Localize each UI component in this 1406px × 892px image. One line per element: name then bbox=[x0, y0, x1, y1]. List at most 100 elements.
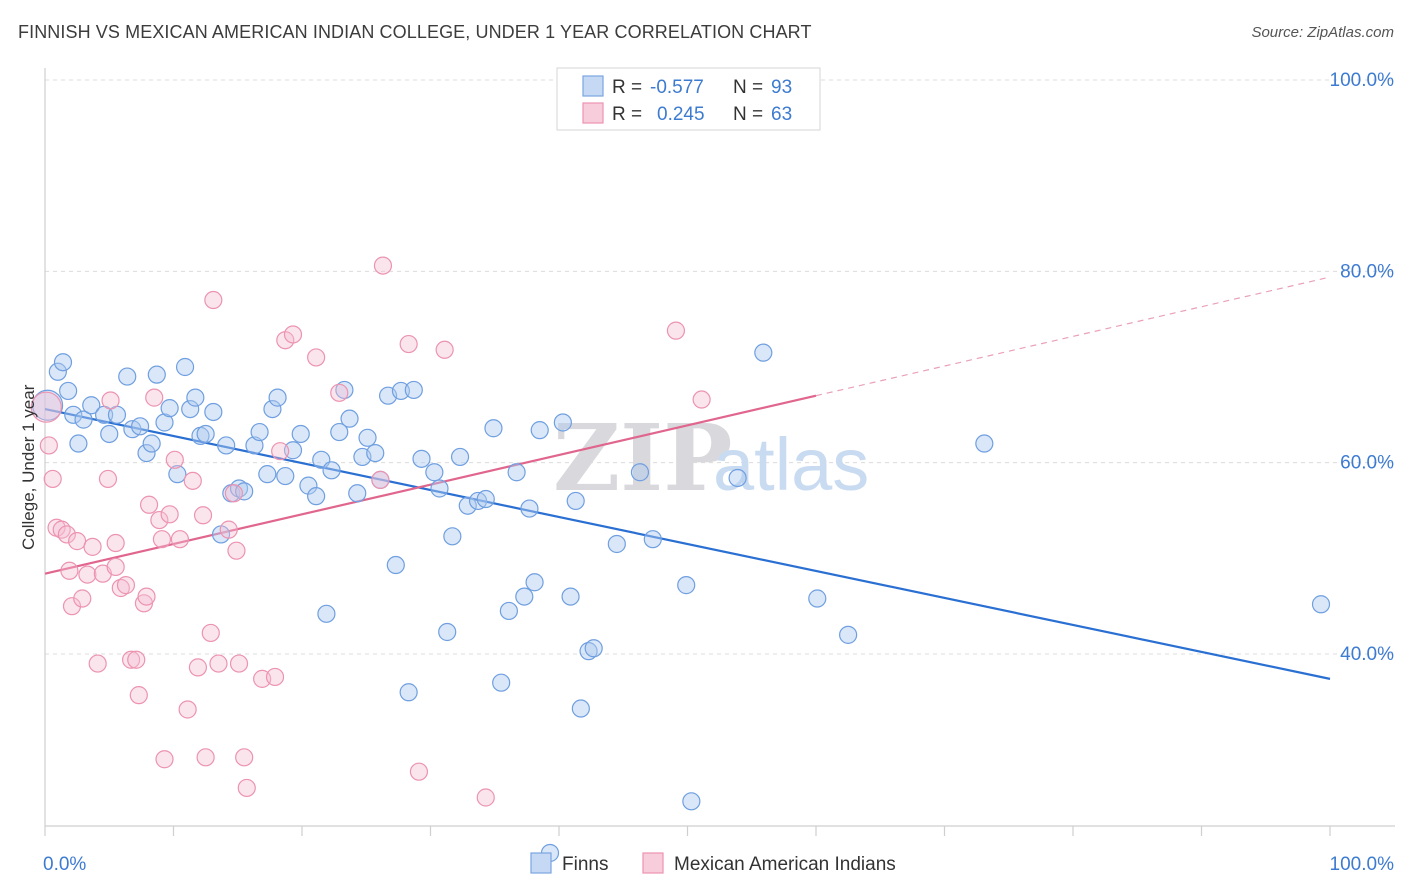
finns-point bbox=[348, 484, 367, 503]
mexican-point bbox=[692, 390, 711, 409]
finns-point bbox=[74, 410, 93, 429]
trend-line-mexican-extension bbox=[815, 276, 1331, 397]
finns-point bbox=[507, 463, 526, 482]
finns-point bbox=[186, 388, 205, 407]
mexican-point bbox=[201, 623, 220, 643]
data-points bbox=[30, 256, 1331, 863]
mexican-point bbox=[73, 589, 92, 608]
finns-point bbox=[579, 642, 598, 661]
mexican-point bbox=[88, 654, 107, 673]
y-axis-title: College, Under 1 year bbox=[19, 384, 38, 550]
mexican-point bbox=[373, 256, 393, 275]
finns-point bbox=[59, 381, 78, 401]
mexican-point bbox=[265, 667, 285, 687]
finns-point bbox=[443, 527, 462, 546]
mexican-point bbox=[101, 391, 120, 410]
mexican-point bbox=[83, 537, 102, 556]
mexican-point bbox=[106, 533, 125, 553]
mexican-point bbox=[399, 334, 418, 354]
finns-point bbox=[100, 424, 119, 444]
finns-point bbox=[677, 576, 696, 595]
finns-point bbox=[69, 434, 88, 453]
mexican-point bbox=[145, 388, 164, 407]
finns-point bbox=[48, 362, 67, 381]
finns-point bbox=[404, 380, 423, 400]
watermark-atlas: atlas bbox=[713, 423, 869, 506]
finns-point bbox=[630, 463, 650, 482]
finns-point bbox=[839, 625, 858, 644]
x-tick-label-0: 0.0% bbox=[43, 854, 86, 875]
x-tick-label-1: 100.0% bbox=[1330, 854, 1395, 875]
mexican-point bbox=[227, 541, 246, 560]
finns-point bbox=[245, 436, 264, 455]
series-mexican-points bbox=[30, 256, 711, 807]
mexican-point bbox=[409, 762, 429, 781]
mexican-point bbox=[371, 470, 390, 489]
finns-point bbox=[484, 419, 503, 438]
finns-point bbox=[175, 357, 195, 377]
mexican-point bbox=[271, 442, 290, 461]
finns-point bbox=[515, 587, 534, 606]
mexican-point bbox=[39, 436, 58, 455]
finns-point bbox=[322, 461, 341, 480]
finns-point bbox=[425, 463, 444, 482]
finns-point bbox=[584, 639, 603, 658]
mexican-point bbox=[229, 654, 249, 673]
finns-point bbox=[291, 424, 310, 444]
finns-point bbox=[438, 622, 457, 642]
legend-label-finns: Finns bbox=[562, 854, 608, 875]
mexican-point bbox=[127, 650, 146, 669]
y-tick-label-2: 80.0% bbox=[1340, 261, 1394, 282]
mexican-point bbox=[150, 510, 169, 530]
finns-point bbox=[147, 365, 166, 384]
mexican-point bbox=[111, 578, 130, 598]
mexican-point bbox=[204, 290, 223, 310]
mexican-point bbox=[209, 654, 228, 673]
mexican-point bbox=[155, 750, 174, 769]
finns-point bbox=[553, 413, 572, 432]
finns-point bbox=[525, 573, 544, 592]
finns-point bbox=[155, 413, 174, 432]
finns-point bbox=[283, 441, 303, 460]
finns-point bbox=[520, 499, 539, 518]
finns-point bbox=[335, 380, 354, 400]
finns-point bbox=[607, 534, 626, 554]
chart-title: FINNISH VS MEXICAN AMERICAN INDIAN COLLE… bbox=[18, 22, 812, 42]
finns-point bbox=[561, 587, 580, 606]
y-tick-label-3: 100.0% bbox=[1330, 70, 1395, 91]
mexican-point bbox=[106, 557, 125, 577]
finns-point bbox=[975, 434, 994, 453]
finns-point bbox=[118, 367, 137, 386]
mexican-point bbox=[139, 495, 159, 514]
finns-point bbox=[217, 436, 236, 455]
source-label: Source: ZipAtlas.com bbox=[1251, 24, 1394, 41]
mexican-point bbox=[666, 321, 686, 340]
finns-point bbox=[307, 487, 326, 506]
finns-point bbox=[412, 449, 431, 468]
grid-lines bbox=[45, 79, 1395, 655]
mexican-point bbox=[178, 700, 197, 719]
series-legend: Finns Mexican American Indians bbox=[530, 852, 896, 875]
trend-line-finns bbox=[44, 408, 1331, 680]
finns-point bbox=[391, 381, 411, 401]
finns-point bbox=[430, 479, 449, 498]
mexican-point bbox=[129, 686, 148, 705]
finns-point bbox=[1311, 595, 1331, 614]
finns-point bbox=[643, 530, 662, 549]
mexican-point bbox=[116, 576, 136, 595]
legend-r-value-mexican: 0.245 bbox=[657, 104, 705, 125]
mexican-point bbox=[160, 505, 179, 524]
finns-point bbox=[728, 468, 747, 488]
mexican-point bbox=[165, 450, 184, 469]
finns-point bbox=[258, 465, 277, 484]
legend-swatch-mexican bbox=[582, 102, 604, 124]
mexican-point bbox=[330, 383, 349, 402]
finns-point bbox=[196, 424, 215, 444]
mexican-point bbox=[152, 530, 172, 549]
finns-point bbox=[130, 417, 150, 436]
finns-point bbox=[499, 601, 518, 621]
finns-point bbox=[64, 405, 83, 424]
x-tick-labels: 0.0% 100.0% bbox=[43, 854, 1394, 875]
mexican-point bbox=[476, 788, 495, 807]
legend-label-mexican: Mexican American Indians bbox=[674, 854, 896, 875]
